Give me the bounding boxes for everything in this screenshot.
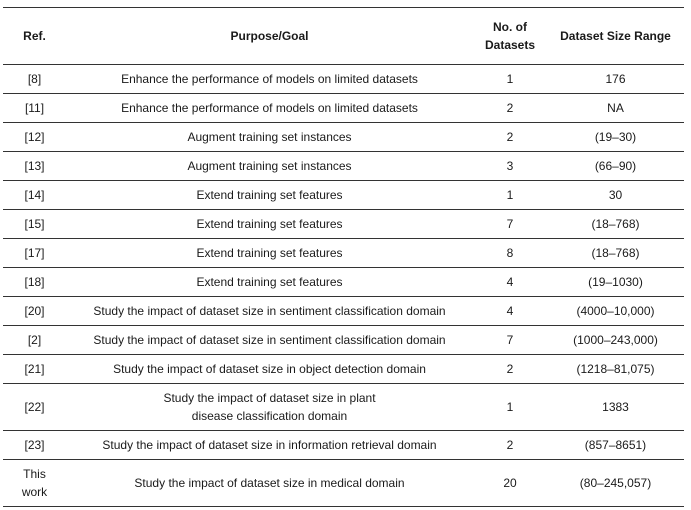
- cell-num: 2: [473, 122, 547, 152]
- table-row: [11] Enhance the performance of models o…: [3, 93, 684, 123]
- table-row: [8] Enhance the performance of models on…: [3, 64, 684, 94]
- table-row: [15] Extend training set features 7 (18–…: [3, 209, 684, 239]
- cell-range: NA: [547, 93, 684, 123]
- table-row: [17] Extend training set features 8 (18–…: [3, 238, 684, 268]
- cell-ref: [15]: [3, 209, 66, 239]
- cell-ref: [12]: [3, 122, 66, 152]
- cell-range: (19–30): [547, 122, 684, 152]
- table-row: [22] Study the impact of dataset size in…: [3, 383, 684, 431]
- cell-range: 1383: [547, 383, 684, 431]
- cell-range: (18–768): [547, 238, 684, 268]
- cell-num: 7: [473, 325, 547, 355]
- cell-ref: [22]: [3, 383, 66, 431]
- cell-purpose: Study the impact of dataset size in medi…: [66, 459, 473, 507]
- cell-num: 1: [473, 180, 547, 210]
- cell-range: (18–768): [547, 209, 684, 239]
- cell-purpose: Enhance the performance of models on lim…: [66, 64, 473, 94]
- cell-purpose: Augment training set instances: [66, 122, 473, 152]
- header-size-range: Dataset Size Range: [547, 7, 684, 65]
- table-row: [21] Study the impact of dataset size in…: [3, 354, 684, 384]
- cell-num: 8: [473, 238, 547, 268]
- header-purpose: Purpose/Goal: [66, 7, 473, 65]
- cell-purpose: Extend training set features: [66, 267, 473, 297]
- cell-purpose: Study the impact of dataset size in info…: [66, 430, 473, 460]
- table-row: [14] Extend training set features 1 30: [3, 180, 684, 210]
- cell-num: 2: [473, 430, 547, 460]
- cell-ref: [18]: [3, 267, 66, 297]
- cell-num: 1: [473, 64, 547, 94]
- cell-range: (1000–243,000): [547, 325, 684, 355]
- cell-num: 3: [473, 151, 547, 181]
- cell-purpose: Study the impact of dataset size in plan…: [66, 383, 473, 431]
- cell-ref: [17]: [3, 238, 66, 268]
- cell-ref: [23]: [3, 430, 66, 460]
- cell-ref: [20]: [3, 296, 66, 326]
- table-row: [12] Augment training set instances 2 (1…: [3, 122, 684, 152]
- cell-purpose: Study the impact of dataset size in obje…: [66, 354, 473, 384]
- cell-ref: [21]: [3, 354, 66, 384]
- cell-purpose: Study the impact of dataset size in sent…: [66, 325, 473, 355]
- cell-num: 2: [473, 93, 547, 123]
- cell-range: (80–245,057): [547, 459, 684, 507]
- cell-ref: [2]: [3, 325, 66, 355]
- header-num-datasets: No. of Datasets: [473, 7, 547, 65]
- comparison-table: Ref. Purpose/Goal No. of Datasets Datase…: [3, 7, 684, 507]
- cell-ref: [8]: [3, 64, 66, 94]
- cell-num: 1: [473, 383, 547, 431]
- table-row: This work Study the impact of dataset si…: [3, 459, 684, 507]
- cell-num: 4: [473, 267, 547, 297]
- cell-ref: [14]: [3, 180, 66, 210]
- cell-num: 2: [473, 354, 547, 384]
- cell-ref: This work: [3, 459, 66, 507]
- cell-range: (857–8651): [547, 430, 684, 460]
- cell-purpose: Enhance the performance of models on lim…: [66, 93, 473, 123]
- cell-purpose: Extend training set features: [66, 209, 473, 239]
- cell-purpose: Extend training set features: [66, 238, 473, 268]
- cell-range: 176: [547, 64, 684, 94]
- table-row: [13] Augment training set instances 3 (6…: [3, 151, 684, 181]
- table-row: [18] Extend training set features 4 (19–…: [3, 267, 684, 297]
- cell-num: 7: [473, 209, 547, 239]
- cell-purpose: Extend training set features: [66, 180, 473, 210]
- table-row: [20] Study the impact of dataset size in…: [3, 296, 684, 326]
- cell-range: (4000–10,000): [547, 296, 684, 326]
- table-header-row: Ref. Purpose/Goal No. of Datasets Datase…: [3, 7, 684, 65]
- cell-purpose: Augment training set instances: [66, 151, 473, 181]
- cell-ref: [11]: [3, 93, 66, 123]
- cell-range: 30: [547, 180, 684, 210]
- table-row: [2] Study the impact of dataset size in …: [3, 325, 684, 355]
- header-ref: Ref.: [3, 7, 66, 65]
- cell-num: 4: [473, 296, 547, 326]
- table-row: [23] Study the impact of dataset size in…: [3, 430, 684, 460]
- cell-ref: [13]: [3, 151, 66, 181]
- cell-num: 20: [473, 459, 547, 507]
- cell-range: (19–1030): [547, 267, 684, 297]
- cell-range: (66–90): [547, 151, 684, 181]
- cell-purpose: Study the impact of dataset size in sent…: [66, 296, 473, 326]
- table-container: Ref. Purpose/Goal No. of Datasets Datase…: [3, 0, 687, 510]
- cell-range: (1218–81,075): [547, 354, 684, 384]
